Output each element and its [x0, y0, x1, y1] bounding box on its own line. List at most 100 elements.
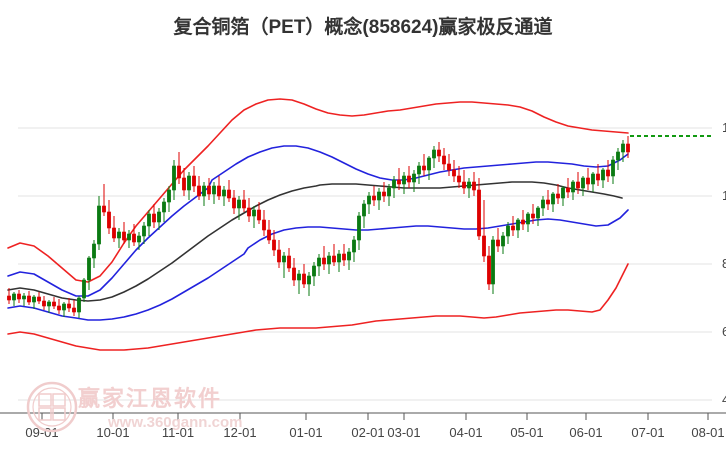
url-watermark: www.360gann.com	[108, 414, 243, 431]
brand-watermark: 赢家江恩软件	[78, 386, 223, 411]
x-axis-tick-label: 02-01	[351, 425, 384, 440]
y-axis-tick-label: 800	[722, 256, 726, 271]
y-axis-tick-label: 400	[722, 392, 726, 407]
candle-body	[327, 255, 331, 265]
candle-body	[272, 239, 276, 251]
candle-body	[556, 193, 560, 199]
candle-body	[472, 181, 476, 191]
candle-body	[347, 251, 351, 261]
candle-body	[122, 231, 126, 241]
candle-body	[37, 296, 41, 302]
candle-body	[387, 187, 391, 197]
candle-body	[447, 163, 451, 171]
candle-body	[227, 189, 231, 199]
candle-body	[112, 227, 116, 239]
candle-body	[62, 303, 66, 311]
candle-body	[12, 293, 16, 301]
candle-body	[526, 213, 530, 225]
candle-body	[581, 177, 585, 189]
channel-band-line	[7, 145, 629, 297]
candle-body	[322, 257, 326, 265]
candle-body	[232, 197, 236, 209]
candle-body	[192, 175, 196, 187]
candle-body	[167, 189, 171, 203]
x-axis-tick-label: 03-01	[387, 425, 420, 440]
candle-body	[377, 191, 381, 201]
candle-body	[511, 225, 515, 231]
x-axis-tick-label: 10-01	[96, 425, 129, 440]
candle-body	[487, 255, 491, 285]
candle-body	[606, 169, 610, 177]
candle-body	[417, 165, 421, 175]
candle-body	[586, 177, 590, 185]
candle-body	[52, 301, 56, 307]
candle-body	[82, 279, 86, 299]
candle-body	[467, 181, 471, 189]
candle-body	[22, 295, 26, 300]
candle-body	[591, 173, 595, 185]
candle-body	[127, 233, 131, 241]
candle-body	[427, 157, 431, 171]
candle-body	[432, 149, 436, 159]
page-title: 复合铜箔（PET）概念(858624)赢家极反通道	[173, 17, 553, 38]
candle-body	[77, 297, 81, 313]
candle-body	[397, 179, 401, 185]
candle-body	[197, 185, 201, 197]
candle-body	[57, 305, 61, 311]
candle-body	[601, 169, 605, 181]
candle-body	[157, 211, 161, 223]
candle-body	[302, 273, 306, 285]
candle-body	[17, 293, 21, 300]
candle-body	[392, 179, 396, 189]
x-axis-tick-label: 01-01	[289, 425, 322, 440]
candle-body	[372, 195, 376, 201]
y-axis-tick-label: 600	[722, 324, 726, 339]
candle-body	[202, 185, 206, 197]
candle-body	[222, 189, 226, 197]
candle-body	[621, 143, 625, 153]
candle-body	[367, 195, 371, 205]
y-axis-tick-label: 1000	[722, 188, 726, 203]
candle-body	[137, 235, 141, 243]
candle-body	[257, 209, 261, 221]
candle-body	[561, 187, 565, 199]
candle-body	[357, 215, 361, 241]
x-axis-tick-label: 09-01	[25, 425, 58, 440]
candle-body	[491, 239, 495, 285]
candle-body	[352, 239, 356, 253]
candle-body	[457, 175, 461, 183]
candle-body	[242, 199, 246, 209]
candle-body	[506, 225, 510, 237]
candle-body	[47, 301, 51, 307]
candle-body	[362, 203, 366, 217]
candle-body	[237, 199, 241, 209]
candle-body	[501, 235, 505, 247]
candle-body	[342, 253, 346, 261]
x-axis-tick-label: 07-01	[631, 425, 664, 440]
candle-body	[7, 295, 11, 301]
candle-body	[187, 175, 191, 191]
candle-body	[546, 199, 550, 205]
candle-body	[516, 219, 520, 231]
candle-body	[267, 229, 271, 241]
candle-body	[541, 199, 545, 209]
candle-body	[626, 143, 630, 153]
candle-body	[482, 235, 486, 257]
candle-body	[536, 207, 540, 219]
candle-body	[407, 175, 411, 183]
x-axis-tick-label: 05-01	[510, 425, 543, 440]
candle-body	[182, 177, 186, 191]
candle-body	[262, 219, 266, 231]
candle-body	[312, 265, 316, 277]
candle-body	[571, 181, 575, 193]
candle-body	[616, 151, 620, 161]
candle-body	[402, 175, 406, 185]
candle-body	[307, 275, 311, 285]
seal-logo-watermark	[26, 381, 78, 433]
candle-body	[107, 211, 111, 229]
x-axis-tick-label: 11-01	[162, 425, 194, 440]
candle-body	[462, 181, 466, 189]
candle-body	[566, 187, 570, 193]
